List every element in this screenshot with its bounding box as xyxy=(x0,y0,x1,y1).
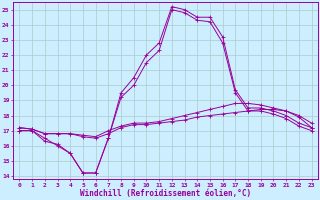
X-axis label: Windchill (Refroidissement éolien,°C): Windchill (Refroidissement éolien,°C) xyxy=(80,189,251,198)
